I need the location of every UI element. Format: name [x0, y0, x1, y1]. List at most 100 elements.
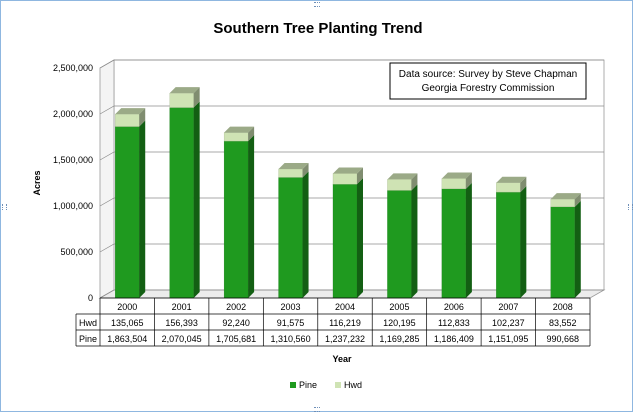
data-label: 2,070,045	[162, 334, 202, 344]
gridline	[99, 59, 604, 69]
bar-face	[169, 107, 194, 299]
bar-face	[278, 177, 303, 299]
resize-handle-left[interactable]	[2, 204, 7, 210]
data-label: 1,186,409	[434, 334, 474, 344]
data-label: 91,575	[277, 318, 305, 328]
y-axis-ticks: 0 500,000 1,000,000 1,500,000 2,000,000 2,500…	[53, 63, 93, 303]
data-label: 156,393	[165, 318, 198, 328]
data-label: 92,240	[222, 318, 250, 328]
annotation-line-2: Georgia Forestry Commission	[422, 83, 555, 94]
bar-face	[496, 182, 521, 193]
data-label: 1,310,560	[271, 334, 311, 344]
bar-pine-2006	[441, 182, 472, 299]
legend-label: Pine	[299, 380, 317, 390]
y-tick-label: 2,000,000	[53, 109, 93, 119]
bar-side	[302, 163, 309, 178]
y-tick-label: 1,000,000	[53, 201, 93, 211]
bar-hwd-2006	[441, 172, 472, 190]
bar-face	[441, 178, 467, 190]
bar-top	[169, 87, 200, 94]
bar-face	[550, 199, 575, 208]
bar-hwd-2003	[278, 163, 309, 178]
resize-handle-top[interactable]	[314, 2, 320, 7]
data-table: 2000 2001 2002 2003 2004 2005 2006 2007 2008 Hwd 1…	[75, 297, 591, 347]
side-wall	[99, 59, 115, 299]
x-tick-label: 2005	[389, 302, 409, 312]
bar-hwd-2002	[223, 126, 255, 142]
x-tick-label: 2008	[553, 302, 573, 312]
x-tick-label: 2004	[335, 302, 355, 312]
bar-top	[224, 126, 255, 133]
bar-face	[332, 184, 358, 299]
data-label: 102,237	[492, 318, 525, 328]
bar-top	[387, 173, 418, 180]
bar-top	[333, 167, 363, 174]
bar-hwd-2007	[496, 176, 527, 193]
data-label: 990,668	[547, 334, 580, 344]
bar-top	[441, 172, 472, 179]
bar-side	[520, 186, 527, 298]
bar-side	[357, 178, 363, 298]
data-label: 112,833	[438, 318, 470, 328]
bar-face	[550, 206, 575, 299]
bar-side	[465, 172, 472, 189]
bar-side	[193, 101, 200, 298]
table-row-label: Hwd	[79, 318, 97, 328]
legend-label: Hwd	[344, 380, 362, 390]
gridline	[99, 151, 604, 161]
bar-side	[248, 126, 255, 142]
data-label: 83,552	[549, 318, 577, 328]
y-tick-label: 500,000	[60, 247, 93, 257]
bar-face	[223, 132, 249, 142]
bar-side	[411, 184, 418, 298]
bar-hwd-2000	[115, 108, 146, 127]
bar-side	[574, 200, 581, 298]
bar-side	[574, 193, 581, 207]
bar-top	[115, 108, 146, 115]
bar-side	[139, 108, 146, 127]
bar-top	[496, 176, 527, 183]
bar-side	[193, 87, 200, 108]
bar-face	[387, 179, 412, 191]
bar-side	[411, 173, 418, 191]
x-axis-title: Year	[332, 354, 352, 364]
data-label: 1,151,095	[488, 334, 528, 344]
y-axis-title: Acres	[32, 170, 42, 195]
annotation-box: Data source: Survey by Steve Chapman Geo…	[389, 62, 587, 100]
gridline	[99, 105, 604, 115]
bar-face	[332, 173, 358, 185]
legend-swatch	[290, 382, 296, 388]
x-tick-label: 2007	[498, 302, 518, 312]
x-tick-label: 2000	[117, 302, 137, 312]
x-tick-label: 2006	[444, 302, 464, 312]
annotation-line-1: Data source: Survey by Steve Chapman	[399, 69, 577, 80]
bar-pine-2003	[278, 171, 309, 299]
chart-title: Southern Tree Planting Trend	[213, 20, 422, 37]
y-tick-label: 2,500,000	[53, 63, 93, 73]
bar-face	[387, 190, 412, 299]
y-tick-label: 0	[88, 293, 93, 303]
bar-side	[520, 176, 527, 193]
data-label: 1,237,232	[325, 334, 365, 344]
bar-top	[550, 193, 581, 200]
bar-face	[278, 168, 303, 178]
x-tick-label: 2002	[226, 302, 246, 312]
bar-hwd-2008	[550, 193, 581, 208]
bar-pine-2001	[169, 101, 200, 299]
data-label: 120,195	[383, 318, 416, 328]
y-tick-label: 1,500,000	[53, 155, 93, 165]
bar-pine-2008	[550, 200, 581, 299]
bar-side	[248, 135, 255, 298]
bar-side	[302, 171, 309, 298]
gridline	[99, 243, 604, 253]
bar-pine-2002	[223, 135, 255, 299]
gridlines	[99, 59, 604, 299]
bar-face	[441, 188, 467, 299]
bar-hwd-2005	[387, 173, 418, 191]
bar-side	[139, 120, 146, 298]
data-label: 1,705,681	[216, 334, 256, 344]
bar-face	[115, 126, 140, 299]
legend: Pine Hwd	[290, 380, 362, 390]
x-tick-label: 2003	[281, 302, 301, 312]
